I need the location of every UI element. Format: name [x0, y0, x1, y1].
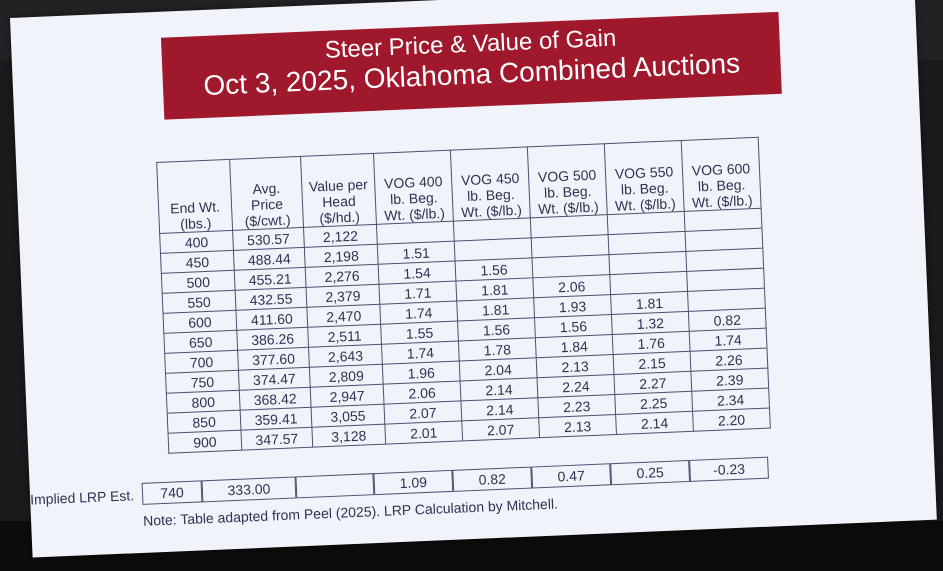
table-cell: 347.57 — [240, 427, 313, 451]
table-cell: 2.07 — [461, 417, 540, 441]
table-cell: 2.20 — [692, 408, 771, 432]
table-cell: 2.13 — [538, 414, 617, 438]
title-banner: Steer Price & Value of Gain Oct 3, 2025,… — [160, 11, 782, 120]
lrp-cell: 333.00 — [201, 476, 297, 503]
lrp-cell: -0.23 — [689, 456, 769, 482]
projector-screen: Steer Price & Value of Gain Oct 3, 2025,… — [10, 0, 937, 558]
lrp-row: 740 333.00 1.09 0.82 0.47 0.25 -0.23 — [141, 456, 769, 505]
header-avg-price: Avg. Price ($/cwt.) — [229, 156, 304, 231]
header-end-weight: End Wt. (lbs.) — [156, 159, 233, 234]
lrp-cell: 0.47 — [531, 463, 612, 489]
lrp-cell: 740 — [141, 480, 203, 505]
header-vog-600: VOG 600 lb. Beg. Wt. ($/lb.) — [681, 137, 762, 212]
table-cell: 900 — [168, 430, 242, 454]
header-vog-500: VOG 500 lb. Beg. Wt. ($/lb.) — [527, 143, 608, 218]
lrp-label: Implied LRP Est. — [29, 487, 135, 508]
header-value-per-head: Value per Head ($/hd.) — [300, 153, 377, 228]
header-vog-450: VOG 450 lb. Beg. Wt. ($/lb.) — [450, 146, 531, 222]
header-vog-400: VOG 400 lb. Beg. Wt. ($/lb.) — [373, 150, 454, 225]
table-cell: 3,128 — [311, 424, 386, 448]
lrp-cell: 1.09 — [373, 469, 454, 496]
table-cell: 2.14 — [615, 411, 694, 435]
lrp-cell: 0.25 — [610, 459, 691, 486]
lrp-cell — [295, 473, 375, 499]
table-cell: 2.01 — [384, 420, 463, 445]
lrp-cell: 0.82 — [452, 466, 533, 492]
header-vog-550: VOG 550 lb. Beg. Wt. ($/lb.) — [604, 140, 685, 215]
table-body: 400 530.57 2,122 450 488.44 2,198 1.51 500 455.2… — [159, 208, 771, 454]
value-of-gain-table: End Wt. (lbs.) Avg. Price ($/cwt.) Value… — [156, 137, 771, 454]
